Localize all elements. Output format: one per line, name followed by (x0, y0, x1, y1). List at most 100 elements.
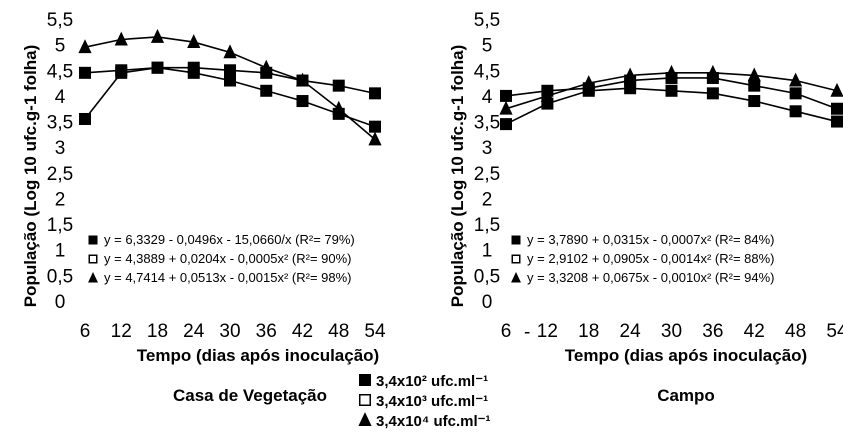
data-point-series-1 (224, 74, 236, 87)
y-tick-label: 5 (55, 36, 66, 57)
x-tick-label: 12 (537, 321, 558, 342)
x-tick-label: 18 (147, 321, 168, 342)
y-tick-label: 5,5 (47, 10, 73, 31)
series-markers (499, 64, 843, 131)
y-tick-label: 2 (482, 189, 493, 210)
x-tick-label: 54 (364, 321, 386, 342)
y-tick-label: 4 (55, 87, 66, 108)
x-tick-label: 48 (785, 321, 806, 342)
x-axis-label: Tempo (dias após inoculação) (137, 346, 379, 365)
x-tick-label: 30 (219, 321, 240, 342)
equation-marker (88, 272, 98, 283)
equation-marker (88, 235, 98, 245)
data-point-series-3 (187, 34, 201, 49)
data-point-series-3 (830, 82, 843, 97)
x-ticks: 6 12 18 24 30 36 42 48 54 (80, 321, 386, 342)
chart-title: Casa de Vegetação (173, 386, 327, 405)
equations: y = 3,7890 + 0,0315x - 0,0007x² (R²= 84%… (511, 232, 775, 285)
legend: 3,4x10² ufc.ml⁻¹ 3,4x10³ ufc.ml⁻¹ 3,4x10⁴ … (358, 373, 491, 430)
y-tick-label: 1,5 (474, 215, 500, 236)
x-tick-label: 6 (80, 321, 91, 342)
equation-marker (511, 254, 521, 264)
equation-marker (88, 254, 98, 264)
y-tick-label: 3,5 (474, 113, 500, 134)
data-point-series-2 (369, 87, 381, 100)
data-point-series-1 (706, 87, 719, 100)
chart-casa-de-vegetacao: População (Log 10 ufc.g-1 folha) 0 0,5 1 1,… (21, 10, 386, 405)
data-point-series-3 (259, 59, 273, 74)
y-tick-label: 5,5 (474, 10, 500, 31)
data-point-series-3 (706, 64, 720, 79)
equation-text: y = 4,3889 + 0,0204x - 0,0005x² (R²= 90%… (104, 251, 352, 266)
y-tick-label: 1 (55, 241, 66, 262)
equation-text: y = 4,7414 + 0,0513x - 0,0015x² (R²= 98%… (104, 270, 352, 285)
data-point-series-1 (500, 118, 512, 131)
data-point-series-3 (499, 100, 513, 115)
series-markers (78, 29, 382, 146)
y-tick-label: 4,5 (47, 61, 73, 82)
x-tick-label: 30 (661, 321, 682, 342)
y-axis-label: População (Log 10 ufc.g-1 folha) (448, 45, 467, 308)
x-tick-label: 36 (256, 321, 277, 342)
x-tick-label: 42 (292, 321, 313, 342)
x-tick-label: 54 (826, 321, 843, 342)
y-tick-label: 1,5 (47, 215, 73, 236)
equation-text: y = 3,7890 + 0,0315x - 0,0007x² (R²= 84%… (527, 232, 775, 247)
data-point-series-3 (223, 44, 237, 59)
data-point-series-3 (623, 67, 637, 82)
chart-campo: População (Log 10 ufc.g-1 folha) 0 0,5 1 1,… (448, 10, 843, 405)
legend-label: 3,4x10² ufc.ml⁻¹ (376, 373, 488, 390)
data-point-series-2 (831, 102, 843, 115)
x-tick-label: 12 (111, 321, 132, 342)
y-tick-label: 4,5 (474, 61, 500, 82)
y-ticks: 0 0,5 1 1,5 2 2,5 3 3,5 4 4,5 5 5,5 (47, 10, 73, 313)
data-point-series-3 (789, 72, 803, 87)
y-tick-label: 0 (482, 292, 493, 313)
y-tick-label: 2 (55, 189, 66, 210)
data-point-series-1 (260, 84, 273, 97)
data-point-series-1 (748, 95, 761, 108)
data-point-series-3 (78, 39, 92, 54)
chart-title: Campo (657, 386, 715, 405)
equation-marker (511, 272, 521, 283)
x-tick-label: 42 (744, 321, 765, 342)
data-point-series-3 (540, 87, 554, 102)
x-tick-label: 36 (702, 321, 723, 342)
stray-dash: - (524, 322, 530, 343)
y-tick-label: 5 (482, 36, 493, 57)
data-point-series-1 (79, 112, 91, 125)
data-point-series-2 (79, 66, 91, 79)
y-tick-label: 0,5 (474, 266, 500, 287)
y-tick-label: 0 (55, 292, 66, 313)
legend-label: 3,4x10⁴ ufc.ml⁻¹ (376, 413, 491, 430)
data-point-series-1 (665, 84, 678, 97)
data-point-series-3 (368, 131, 382, 146)
equation-text: y = 6,3329 - 0,0496x - 15,0660/x (R²= 79… (104, 232, 355, 247)
data-point-series-1 (789, 105, 802, 118)
data-point-series-2 (789, 87, 802, 100)
x-axis-label: Tempo (dias após inoculação) (565, 346, 807, 365)
x-tick-label: 48 (328, 321, 349, 342)
x-tick-label: 6 (501, 321, 512, 342)
equations: y = 6,3329 - 0,0496x - 15,0660/x (R²= 79… (88, 232, 355, 285)
data-point-series-2 (332, 79, 345, 92)
y-tick-label: 2,5 (47, 164, 73, 185)
y-tick-label: 3 (482, 138, 493, 159)
data-point-series-2 (115, 64, 128, 77)
data-point-series-3 (582, 75, 596, 90)
y-tick-label: 4 (482, 87, 493, 108)
data-point-series-2 (500, 89, 512, 102)
data-point-series-3 (332, 100, 346, 115)
equation-text: y = 3,3208 + 0,0675x - 0,0010x² (R²= 94%… (527, 270, 775, 285)
data-point-series-1 (831, 115, 843, 128)
equation-marker (511, 235, 521, 245)
legend-marker (359, 394, 371, 406)
data-point-series-1 (369, 120, 381, 133)
x-tick-label: 18 (578, 321, 599, 342)
legend-label: 3,4x10³ ufc.ml⁻¹ (376, 393, 488, 410)
data-point-series-3 (295, 72, 310, 87)
data-point-series-2 (187, 61, 200, 74)
y-axis-label: População (Log 10 ufc.g-1 folha) (21, 45, 40, 308)
legend-marker (358, 412, 372, 426)
